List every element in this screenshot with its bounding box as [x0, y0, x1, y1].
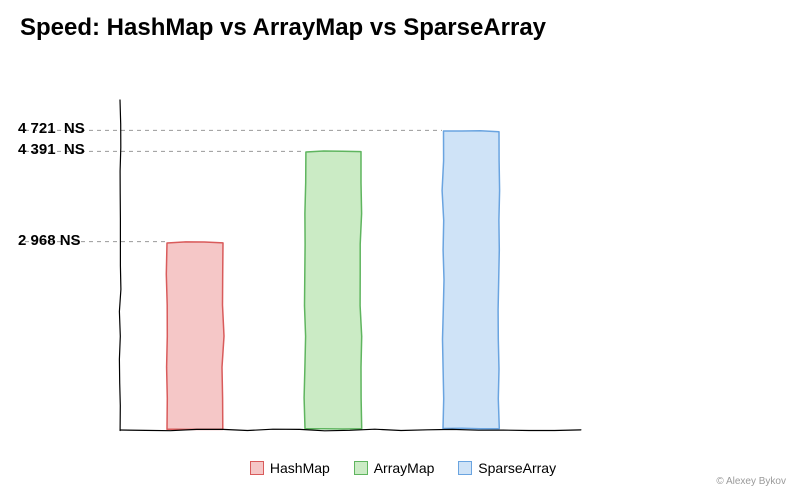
legend-item-hashmap: HashMap — [250, 460, 330, 476]
y-axis — [119, 100, 121, 431]
credit: © Alexey Bykov — [716, 476, 786, 487]
axes — [120, 100, 580, 430]
chart-area — [120, 100, 580, 430]
legend-label-hashmap: HashMap — [270, 460, 330, 476]
ylabel-sparsearray: 4 721 NS — [18, 120, 85, 137]
legend: HashMap ArrayMap SparseArray — [0, 460, 806, 478]
legend-swatch-sparsearray — [458, 461, 472, 475]
x-axis — [120, 429, 581, 431]
ylabel-arraymap: 4 391 NS — [18, 141, 85, 158]
legend-item-sparsearray: SparseArray — [458, 460, 556, 476]
legend-label-arraymap: ArrayMap — [374, 460, 435, 476]
ylabel-hashmap: 2 968 NS — [18, 232, 81, 249]
legend-swatch-arraymap — [354, 461, 368, 475]
page-title: Speed: HashMap vs ArrayMap vs SparseArra… — [20, 14, 546, 42]
legend-label-sparsearray: SparseArray — [478, 460, 556, 476]
legend-item-arraymap: ArrayMap — [354, 460, 435, 476]
legend-swatch-hashmap — [250, 461, 264, 475]
